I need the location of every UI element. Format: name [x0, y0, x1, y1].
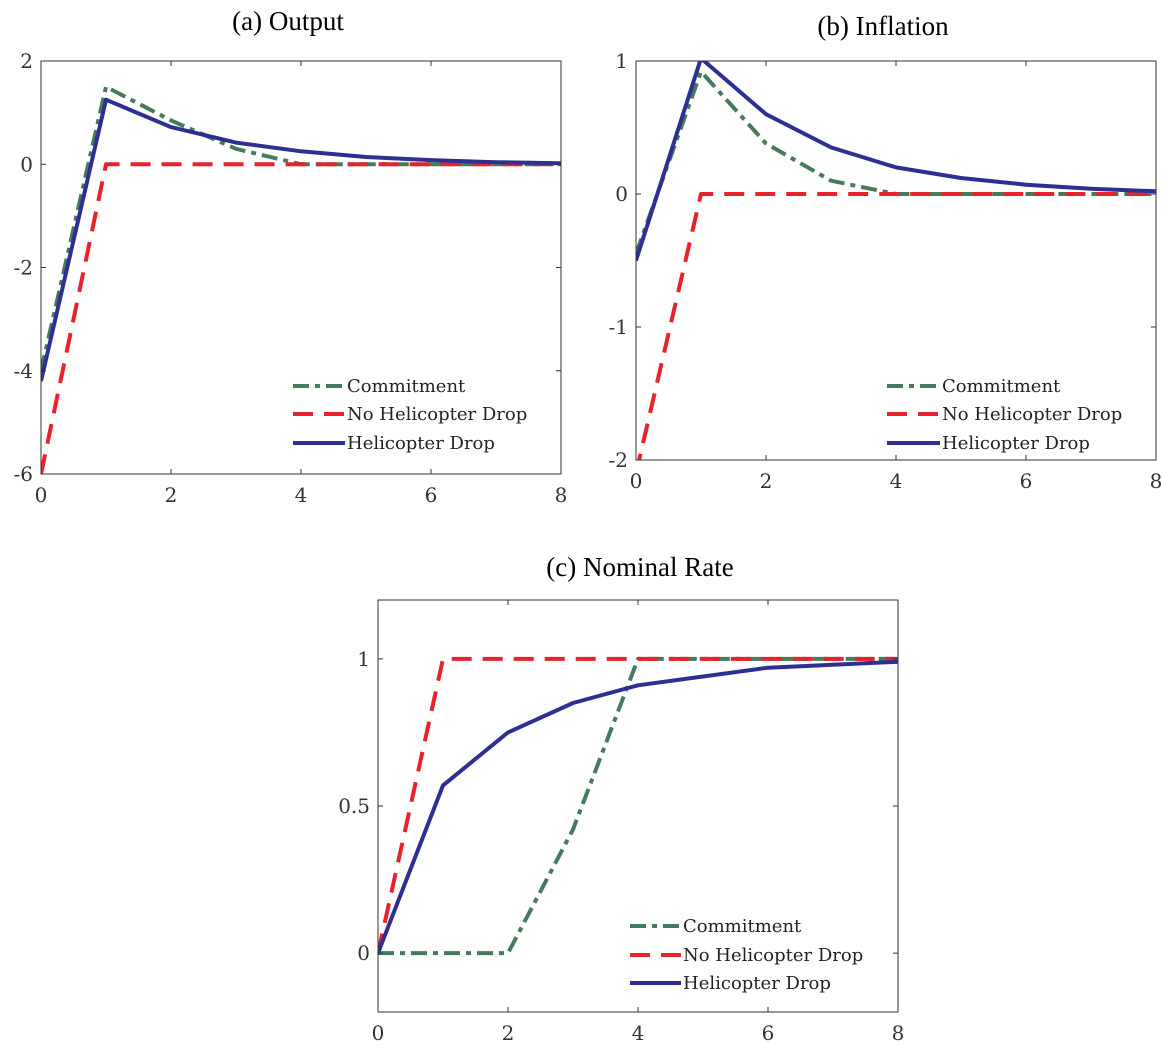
- series-line-helicopter-drop: [41, 97, 561, 382]
- x-tick-label: 8: [892, 1021, 905, 1045]
- legend-label: No Helicopter Drop: [683, 945, 863, 966]
- series-line-commitment: [378, 656, 898, 956]
- x-tick-label: 4: [632, 1021, 645, 1045]
- y-tick-label: -1: [609, 315, 628, 339]
- legend: Commitment No Helicopter Drop Helicopter D…: [293, 376, 527, 454]
- x-tick-label: 4: [890, 469, 903, 493]
- legend-label: No Helicopter Drop: [347, 404, 527, 425]
- axes-frame: [635, 60, 1157, 461]
- series-line-no-helicopter-drop: [637, 192, 1156, 460]
- y-tick-label: 0: [357, 941, 370, 965]
- legend: Commitment No Helicopter Drop Helicopter D…: [630, 916, 863, 994]
- legend-label: Helicopter Drop: [347, 433, 495, 454]
- x-tick-label: 6: [425, 483, 438, 507]
- legend: Commitment No Helicopter Drop Helicopter D…: [887, 376, 1122, 454]
- legend-label: Helicopter Drop: [683, 973, 831, 994]
- legend-label: No Helicopter Drop: [942, 404, 1122, 425]
- x-tick-label: 8: [1150, 469, 1163, 493]
- x-tick-label: 4: [295, 483, 308, 507]
- series-line-no-helicopter-drop: [41, 162, 561, 474]
- series-group: [636, 61, 1156, 460]
- series-group: [41, 84, 561, 474]
- legend-label: Commitment: [942, 376, 1061, 397]
- y-tick-label: 0: [615, 182, 628, 206]
- series-line-no-helicopter-drop: [378, 656, 898, 954]
- panel-1: (a) Output 0 2 4 6 8 -6 -4 -2 0 2 Commitment No Heli…: [14, 6, 568, 507]
- panel-title: (c) Nominal Rate: [546, 552, 733, 582]
- panel-3: (c) Nominal Rate 0 2 4 6 8 0 0.5 1 Commitment No H…: [338, 552, 904, 1045]
- x-tick-label: 0: [372, 1021, 385, 1045]
- y-tick-label: 0: [20, 152, 33, 176]
- series-line-helicopter-drop: [636, 61, 1156, 262]
- panel-2: (b) Inflation 0 2 4 6 8 -2 -1 0 1 Commitment No Hel…: [609, 11, 1163, 493]
- y-tick-label: -2: [609, 448, 628, 472]
- legend-label: Commitment: [683, 916, 802, 937]
- y-tick-label: 0.5: [338, 794, 370, 818]
- y-tick-label: 1: [357, 647, 370, 671]
- y-tick-label: 1: [615, 49, 628, 73]
- y-tick-label: 2: [20, 49, 33, 73]
- x-tick-label: 2: [502, 1021, 515, 1045]
- series-line-helicopter-drop: [378, 659, 898, 954]
- x-tick-label: 0: [35, 483, 48, 507]
- x-tick-label: 6: [1020, 469, 1033, 493]
- x-tick-label: 6: [762, 1021, 775, 1045]
- legend-label: Commitment: [347, 376, 466, 397]
- x-tick-label: 2: [165, 483, 178, 507]
- legend-label: Helicopter Drop: [942, 433, 1090, 454]
- series-group: [378, 656, 898, 956]
- x-tick-label: 2: [760, 469, 773, 493]
- panel-title: (b) Inflation: [817, 11, 949, 41]
- y-tick-label: -4: [14, 359, 33, 383]
- x-tick-label: 0: [630, 469, 643, 493]
- y-tick-label: -6: [14, 462, 33, 486]
- x-tick-label: 8: [555, 483, 568, 507]
- series-line-commitment: [636, 69, 1156, 255]
- panel-title: (a) Output: [232, 6, 344, 36]
- series-line-commitment: [41, 84, 561, 372]
- y-tick-label: -2: [14, 256, 33, 280]
